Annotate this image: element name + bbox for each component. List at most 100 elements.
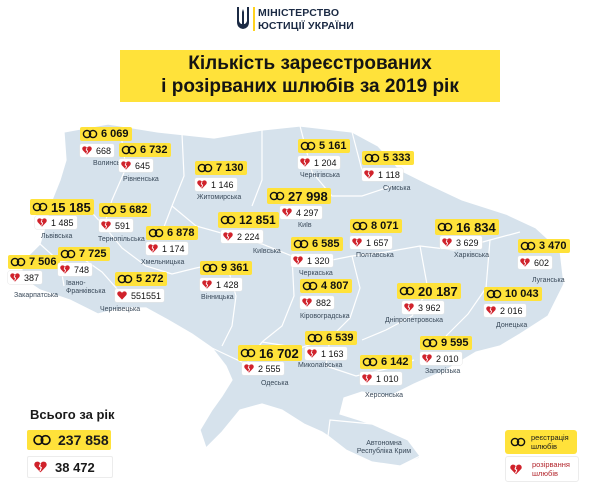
region-name: Черкаська <box>299 270 333 277</box>
wedding-rings-icon <box>399 286 415 296</box>
divorced-count: 551 <box>131 290 147 301</box>
divorced-count: 4 297 <box>296 207 319 218</box>
registered-count: 27 998 <box>288 188 328 204</box>
broken-heart-icon <box>37 218 47 227</box>
wedding-rings-icon <box>510 437 526 447</box>
region-name: Полтавська <box>356 252 394 259</box>
total-registered-value: 237 858 <box>58 432 109 448</box>
wedding-rings-icon <box>82 129 98 139</box>
logo-line-1: МІНІСТЕРСТВО <box>258 7 340 19</box>
region-name: Харківська <box>454 252 489 259</box>
registered-count: 4 807 <box>321 280 349 292</box>
broken-heart-icon <box>282 208 292 217</box>
divorced-count: 748 <box>74 264 90 275</box>
registered-count: 5 272 <box>136 273 164 285</box>
broken-heart-icon <box>486 306 496 315</box>
registered-count: 6 539 <box>326 332 354 344</box>
divorced-count: 387 <box>24 272 40 283</box>
wedding-rings-icon <box>240 348 256 358</box>
registered-count: 5 682 <box>120 204 148 216</box>
wedding-rings-icon <box>520 241 536 251</box>
broken-heart-icon <box>101 221 111 230</box>
title-line-2: і розірваних шлюбів за 2019 рік <box>161 76 459 97</box>
logo-divider <box>253 7 255 31</box>
registered-count: 10 043 <box>505 288 539 300</box>
region-name: Рівненська <box>123 176 159 183</box>
wedding-rings-icon <box>117 274 133 284</box>
registered-count: 3 470 <box>539 240 567 252</box>
divorced-count: 2 555 <box>258 363 281 374</box>
region-name: Сумська <box>383 185 411 192</box>
wedding-rings-icon <box>293 239 309 249</box>
broken-heart-icon <box>148 244 158 253</box>
divorced-count: 1 485 <box>51 217 74 228</box>
broken-heart-icon <box>82 146 92 155</box>
registered-count: 7 506 <box>29 256 57 268</box>
registered-count: 6 585 <box>312 238 340 250</box>
divorced-count-value: 551 <box>146 290 162 301</box>
region-name: Київська <box>253 248 281 255</box>
totals-title: Всього за рік <box>30 407 115 422</box>
broken-heart-icon <box>121 161 131 170</box>
broken-heart-icon <box>300 158 310 167</box>
registered-count: 7 725 <box>79 248 107 260</box>
wedding-rings-icon <box>121 145 137 155</box>
wedding-rings-icon <box>60 249 76 259</box>
divorced-count: 1 320 <box>307 255 330 266</box>
region-name: Львівська <box>41 233 73 240</box>
region-name: Вінницька <box>201 294 234 301</box>
broken-heart-icon <box>293 256 303 265</box>
divorced-count: 1 010 <box>376 373 399 384</box>
region-name: Житомирська <box>197 194 242 201</box>
registered-count: 8 071 <box>371 220 399 232</box>
divorced-count: 2 224 <box>237 231 260 242</box>
broken-heart-icon <box>520 258 530 267</box>
divorced-count: 3 962 <box>418 302 441 313</box>
logo-line-2: ЮСТИЦІЇ УКРАЇНИ <box>258 20 355 32</box>
broken-heart-icon <box>364 170 374 179</box>
wedding-rings-icon <box>362 357 378 367</box>
legend-registration-label: реєстрація шлюбів <box>531 433 569 451</box>
broken-heart-icon <box>302 298 312 307</box>
divorced-count: 1 174 <box>162 243 185 254</box>
divorced-count: 882 <box>316 297 332 308</box>
wedding-rings-icon <box>148 228 164 238</box>
trident-icon <box>237 7 249 29</box>
registered-count: 12 851 <box>239 213 276 227</box>
registered-count: 6 878 <box>167 227 195 239</box>
wedding-rings-icon <box>302 281 318 291</box>
region-name: Чернігівська <box>300 172 340 179</box>
region-name: Закарпатська <box>14 292 59 299</box>
wedding-rings-icon <box>197 163 213 173</box>
divorced-count: 668 <box>96 145 112 156</box>
region-name: Тернопільська <box>98 236 145 243</box>
total-registered: 237 858 <box>27 430 111 450</box>
divorced-count: 1 428 <box>216 279 239 290</box>
legend-divorce-label: розірвання шлюбів <box>532 460 570 478</box>
region-name: Миколаївська <box>298 362 343 369</box>
region-name: Волинська <box>93 160 128 167</box>
crimea-outline <box>327 419 421 467</box>
total-divorced-value: 38 472 <box>55 459 95 475</box>
divorced-count: 1 657 <box>366 237 389 248</box>
wedding-rings-icon <box>101 205 117 215</box>
broken-heart-icon <box>422 354 432 363</box>
registered-count: 5 333 <box>383 152 411 164</box>
registered-count: 16 702 <box>259 345 299 361</box>
wedding-rings-icon <box>10 257 26 267</box>
total-divorced: 38 472 <box>27 456 113 478</box>
title-line-1: Кількість зареєстрованих <box>188 53 432 74</box>
wedding-rings-icon <box>220 215 236 225</box>
region-name: Одеська <box>261 380 289 387</box>
wedding-rings-icon <box>486 289 502 299</box>
wedding-rings-icon <box>307 333 323 343</box>
broken-heart-icon <box>510 464 522 475</box>
region-name: Дніпропетровська <box>385 317 444 324</box>
registered-count: 6 142 <box>381 356 409 368</box>
registered-count: 5 161 <box>319 140 347 152</box>
region-name: Херсонська <box>365 392 404 399</box>
broken-heart-icon <box>117 291 127 300</box>
broken-heart-icon <box>352 238 362 247</box>
region-name: Автономна Республіка Крим <box>356 440 412 455</box>
registered-count: 6 069 <box>101 128 129 140</box>
